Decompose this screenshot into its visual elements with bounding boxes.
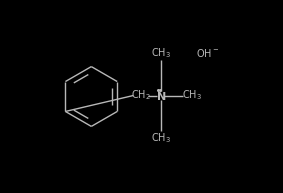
Text: $\mathregular{CH_3}$: $\mathregular{CH_3}$ [151,131,171,145]
Text: $\mathregular{CH_3}$: $\mathregular{CH_3}$ [151,46,171,60]
Text: $\mathregular{CH_3}$: $\mathregular{CH_3}$ [182,89,202,102]
Text: $\mathregular{N}$: $\mathregular{N}$ [156,90,166,102]
Text: $\mathregular{CH_2}$: $\mathregular{CH_2}$ [131,89,151,102]
Text: $\mathregular{OH^-}$: $\mathregular{OH^-}$ [196,47,220,59]
